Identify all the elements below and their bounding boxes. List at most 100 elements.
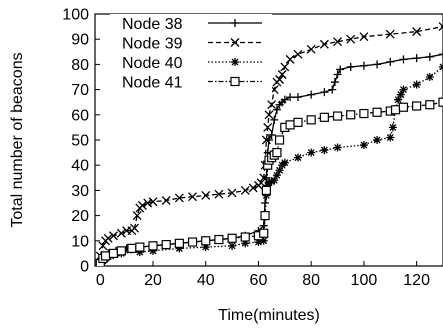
x-tick-label: 100	[351, 272, 378, 289]
legend: Node 38 Node 39 Node 40 Node 41	[110, 14, 272, 94]
data-point	[241, 239, 250, 248]
data-point	[130, 223, 140, 233]
data-point	[390, 105, 401, 115]
data-point	[187, 237, 198, 247]
data-point	[346, 62, 355, 71]
data-point	[259, 228, 269, 238]
data-point	[201, 190, 211, 200]
data-point	[330, 78, 339, 87]
data-point	[175, 244, 184, 253]
data-point	[396, 90, 405, 99]
y-tick-label: 100	[62, 7, 89, 24]
data-point	[127, 243, 137, 253]
data-point	[260, 211, 270, 221]
data-point	[274, 135, 285, 145]
data-point	[161, 239, 171, 250]
x-tick-label: 80	[302, 272, 320, 289]
data-point	[270, 115, 279, 124]
data-point	[346, 110, 356, 120]
y-tick-label: 40	[71, 158, 89, 175]
data-point	[280, 62, 290, 72]
data-point	[412, 54, 421, 63]
data-point	[319, 112, 329, 122]
data-point	[333, 37, 343, 47]
y-axis-label: Total number of beacons	[9, 52, 26, 227]
data-point	[306, 115, 316, 125]
y-tick-label: 50	[71, 133, 89, 150]
data-point	[259, 221, 268, 230]
data-point	[143, 198, 153, 208]
data-point	[439, 50, 443, 59]
y-tick-label: 20	[71, 208, 89, 225]
data-point	[214, 189, 224, 199]
data-point	[272, 105, 281, 114]
data-point	[174, 193, 184, 203]
data-point	[425, 52, 434, 61]
data-point	[214, 234, 224, 245]
legend-label: Node 40	[122, 55, 183, 72]
data-point	[132, 211, 142, 221]
legend-marker	[230, 76, 240, 87]
data-point	[359, 141, 368, 150]
data-point	[333, 70, 342, 79]
data-point	[307, 90, 316, 99]
x-tick-label: 120	[403, 272, 430, 289]
x-tick-label: 60	[250, 272, 268, 289]
series-node-41	[95, 97, 443, 266]
data-point	[386, 57, 395, 66]
legend-label: Node 41	[122, 75, 183, 92]
data-point	[100, 251, 111, 261]
data-point	[328, 85, 337, 94]
y-tick-label: 80	[71, 57, 89, 74]
legend-marker	[231, 58, 239, 66]
y-tick-label: 70	[71, 82, 89, 99]
legend-label: Node 38	[122, 16, 183, 33]
data-point	[135, 248, 144, 257]
data-point	[267, 177, 276, 186]
data-point	[294, 153, 302, 162]
data-point	[346, 34, 356, 44]
data-point	[412, 80, 421, 89]
legend-item: Node 40	[122, 55, 262, 72]
data-point	[261, 185, 271, 195]
data-point	[161, 196, 171, 205]
data-point	[108, 231, 118, 241]
legend-item: Node 39	[122, 36, 262, 53]
data-point	[306, 44, 316, 54]
y-tick-label: 10	[71, 233, 89, 250]
series-line	[99, 101, 443, 264]
data-point	[227, 188, 237, 198]
data-point	[285, 120, 295, 130]
data-point	[398, 102, 409, 112]
legend-label: Node 39	[122, 36, 183, 53]
data-point	[248, 183, 258, 193]
y-tick-label: 90	[71, 32, 89, 49]
data-point	[399, 55, 408, 64]
x-tick-label: 20	[144, 272, 162, 289]
data-point	[320, 88, 329, 97]
data-point	[263, 122, 273, 132]
data-point	[438, 22, 443, 32]
data-point	[174, 238, 184, 248]
legend-marker	[230, 38, 240, 47]
data-point	[272, 171, 281, 180]
data-point	[108, 248, 119, 258]
data-point	[438, 97, 443, 107]
data-point	[263, 181, 272, 190]
data-point	[333, 143, 342, 152]
legend-box	[110, 14, 272, 94]
data-point	[372, 107, 382, 117]
y-tick-label: 30	[71, 183, 89, 200]
data-point	[320, 146, 329, 155]
data-point	[149, 246, 157, 255]
data-point	[307, 148, 316, 157]
data-point	[103, 233, 113, 243]
data-point	[385, 29, 395, 39]
data-point	[359, 32, 369, 42]
data-point	[254, 238, 263, 247]
data-point	[261, 135, 271, 145]
y-tick-label: 60	[71, 107, 89, 124]
data-point	[336, 65, 345, 74]
data-point	[267, 100, 277, 110]
data-point	[293, 49, 303, 59]
